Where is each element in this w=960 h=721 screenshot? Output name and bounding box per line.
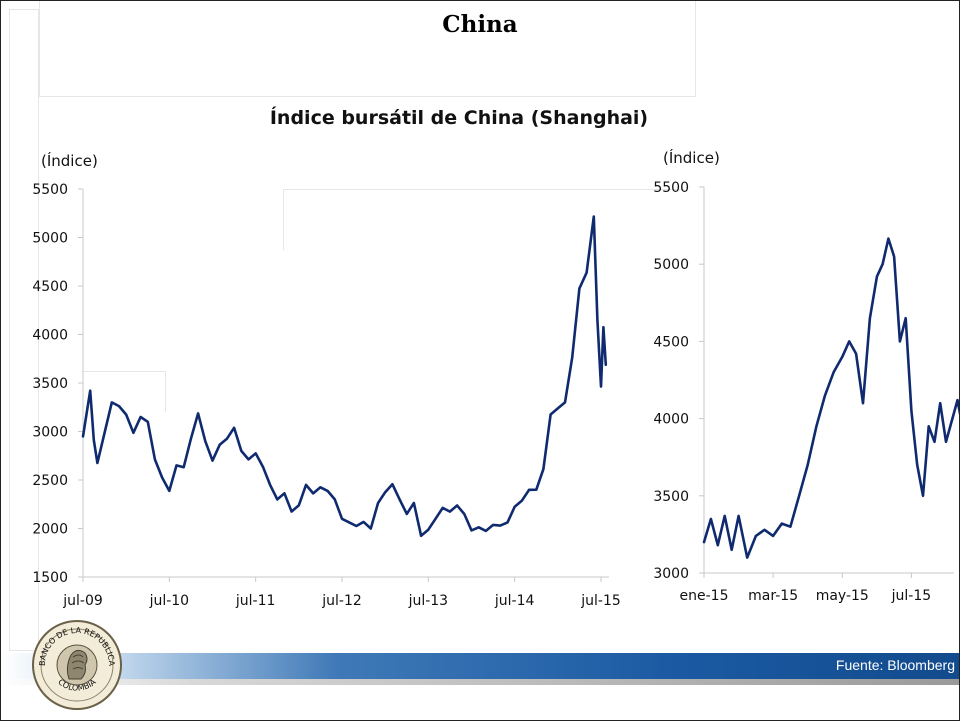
x-tick-label: jul-14	[494, 593, 535, 609]
x-tick-label: jul-11	[235, 593, 276, 609]
y-tick-label: 3000	[32, 425, 68, 441]
chart-title: Índice bursátil de China (Shanghai)	[269, 107, 649, 129]
x-tick-label: jul-15	[891, 588, 932, 604]
y-tick-label: 5000	[653, 257, 689, 273]
y-tick-label: 3000	[653, 566, 689, 582]
slide-title: China	[442, 11, 518, 38]
series-line	[702, 237, 959, 559]
background-panel-left	[9, 9, 39, 651]
background-panel-top	[39, 1, 696, 97]
x-tick-label: jul-13	[408, 593, 449, 609]
y-axis-label: (Índice)	[663, 148, 720, 167]
x-tick-label: may-15	[816, 588, 869, 604]
y-tick-label: 5500	[32, 182, 68, 198]
y-tick-label: 3500	[653, 489, 689, 505]
background-panel-mid	[283, 189, 684, 250]
y-tick-label: 4000	[32, 328, 68, 344]
x-tick-label: jul-15	[580, 593, 621, 609]
x-tick-label: jul-12	[321, 593, 362, 609]
y-tick-label: 4000	[653, 412, 689, 428]
series-line	[81, 215, 608, 538]
y-tick-label: 2000	[32, 522, 68, 538]
y-tick-label: 2500	[32, 473, 68, 489]
chart-1: (Índice) 1500 2000 2500 3000 3500 4000 4500 5000…	[32, 151, 620, 609]
chart-2: (Índice) 3000 3500 4000 4500 5000 5500 ene-15 ma…	[653, 148, 959, 604]
footer-shadow	[1, 679, 959, 685]
y-tick-label: 4500	[653, 334, 689, 350]
x-tick-label: jul-10	[149, 593, 190, 609]
x-tick-label: jul-09	[62, 593, 103, 609]
y-axis-label: (Índice)	[41, 151, 98, 170]
y-tick-label: 5500	[653, 180, 689, 196]
y-tick-label: 5000	[32, 231, 68, 247]
y-tick-label: 4500	[32, 279, 68, 295]
y-tick-label: 1500	[32, 570, 68, 586]
y-tick-label: 3500	[32, 376, 68, 392]
footer-bar	[1, 653, 959, 679]
x-tick-label: mar-15	[748, 588, 798, 604]
background-panel-low	[83, 371, 166, 412]
x-tick-label: ene-15	[680, 588, 729, 604]
central-bank-seal-logo: BANCO DE LA REPUBLICA COLOMBIA	[32, 620, 122, 710]
charts-canvas: (Índice) 1500 2000 2500 3000 3500 4000 4500 5000…	[32, 148, 959, 609]
source-note: Fuente: Bloomberg	[835, 657, 955, 673]
